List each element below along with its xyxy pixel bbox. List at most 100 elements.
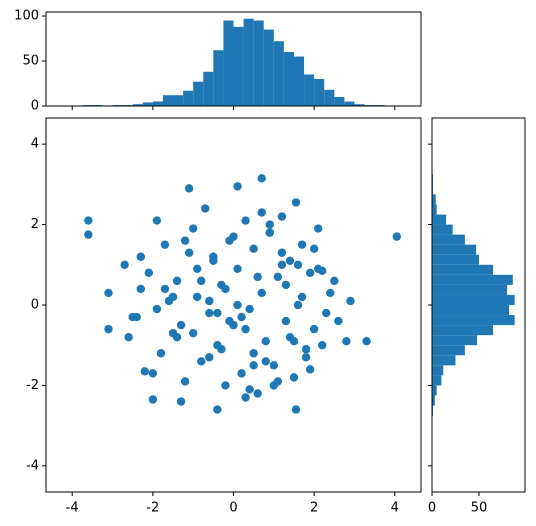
point (334, 316, 343, 326)
point (176, 397, 186, 406)
bar (432, 335, 478, 346)
y-tick-label: -2 (26, 378, 39, 393)
point (104, 324, 113, 334)
y-tick-label: 4 (31, 137, 39, 152)
point (245, 385, 254, 394)
point (241, 393, 250, 402)
bar (152, 101, 163, 106)
point (297, 292, 307, 302)
y-tick-label: 50 (22, 54, 39, 69)
point (269, 381, 279, 390)
point (285, 256, 295, 265)
bar (432, 345, 465, 356)
point (253, 272, 262, 282)
point (261, 357, 270, 366)
x-tick-label: 0 (428, 501, 436, 516)
point (301, 345, 311, 354)
point (253, 389, 262, 398)
bar (233, 26, 244, 107)
point (249, 361, 258, 370)
point (318, 341, 327, 350)
bar (432, 224, 453, 235)
bar (354, 104, 365, 106)
x-tick-label: 0 (229, 501, 237, 516)
bar (334, 97, 345, 106)
x-tick-label: 2 (310, 501, 318, 516)
bar (432, 284, 508, 295)
bar (213, 50, 224, 106)
point (193, 292, 202, 302)
bar (314, 79, 325, 106)
point (291, 405, 301, 414)
bar (293, 56, 305, 106)
x-tick-label: 50 (471, 501, 488, 516)
point (168, 292, 178, 302)
y-tick-label: -4 (26, 458, 39, 473)
point (205, 296, 214, 306)
y-tick-label: 0 (31, 298, 39, 313)
x-tick-label: 4 (391, 501, 399, 516)
bar (193, 81, 204, 106)
point (229, 232, 238, 241)
bar (432, 294, 515, 305)
point (297, 240, 307, 249)
point (281, 280, 291, 290)
point (257, 288, 266, 298)
bar (304, 74, 315, 106)
point (289, 373, 299, 382)
bar (263, 29, 274, 106)
bar (432, 204, 437, 215)
bar (432, 365, 444, 376)
point (84, 216, 93, 225)
point (197, 357, 206, 366)
point (221, 284, 230, 294)
point (313, 224, 323, 233)
point (265, 220, 274, 229)
point (233, 300, 242, 310)
bar (432, 395, 435, 406)
point (237, 369, 246, 378)
bar (243, 18, 254, 106)
point (291, 198, 301, 207)
bar (142, 102, 153, 106)
bar (223, 20, 234, 106)
point (330, 276, 339, 286)
point (289, 336, 299, 346)
point (221, 381, 230, 390)
bar (432, 315, 515, 326)
point (209, 256, 218, 265)
point (213, 308, 222, 318)
bar (344, 101, 355, 106)
point (277, 212, 287, 221)
point (249, 349, 258, 358)
point (241, 324, 250, 334)
point (261, 336, 270, 346)
point (277, 260, 287, 269)
point (205, 353, 214, 362)
point (148, 395, 158, 404)
point (180, 236, 190, 245)
x-tick-label: -4 (66, 501, 79, 516)
point (213, 405, 222, 414)
bar (183, 90, 194, 106)
point (205, 308, 214, 318)
point (249, 244, 258, 253)
point (277, 248, 287, 257)
y-tick-label: 0 (31, 99, 39, 114)
point (217, 345, 226, 354)
point (176, 320, 186, 330)
point (152, 216, 162, 225)
point (140, 367, 149, 376)
bar (273, 41, 284, 106)
point (309, 324, 319, 334)
point (245, 304, 254, 314)
point (197, 276, 206, 286)
point (152, 304, 162, 314)
point (172, 332, 182, 342)
point (225, 316, 234, 326)
point (184, 248, 194, 257)
point (346, 296, 355, 306)
point (265, 228, 274, 237)
point (257, 208, 266, 217)
